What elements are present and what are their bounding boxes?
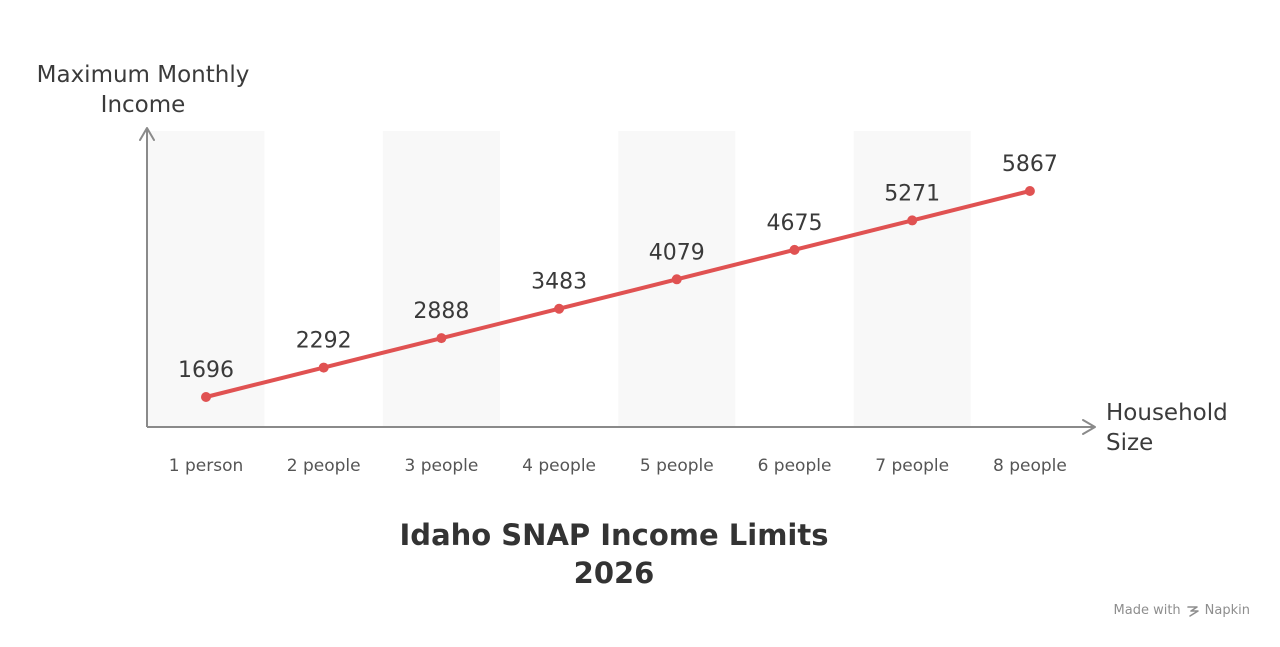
x-tick-label: 5 people xyxy=(640,456,714,476)
axes xyxy=(139,127,1096,435)
data-labels: 1696 2292 2888 3483 4079 4675 5271 5867 xyxy=(178,152,1058,383)
data-label: 5271 xyxy=(884,181,940,206)
credit-brand: Napkin xyxy=(1204,603,1250,618)
data-label: 2292 xyxy=(296,329,352,354)
data-point xyxy=(436,333,447,344)
made-with-credit[interactable]: Made with Napkin xyxy=(1114,603,1250,618)
credit-prefix: Made with xyxy=(1113,603,1181,618)
x-tick-label: 6 people xyxy=(758,456,832,476)
data-point xyxy=(554,303,565,314)
data-point xyxy=(201,392,211,402)
data-label: 4079 xyxy=(649,240,705,265)
x-tick-label: 4 people xyxy=(522,456,596,476)
x-tick-label: 2 people xyxy=(287,456,361,476)
data-label: 2888 xyxy=(413,299,469,324)
column-band xyxy=(382,131,500,427)
data-label: 5867 xyxy=(1002,152,1058,177)
data-point xyxy=(1024,186,1035,196)
chart-title-line-2: 2026 xyxy=(573,556,655,590)
data-label: 4675 xyxy=(767,211,823,236)
data-point xyxy=(671,274,682,285)
column-bands xyxy=(147,131,971,427)
data-point xyxy=(318,362,329,373)
napkin-logo-icon xyxy=(1186,605,1199,617)
x-axis-title: Household Size xyxy=(1106,398,1266,458)
series-line xyxy=(204,189,1032,399)
series-group xyxy=(204,189,1032,399)
data-label: 3483 xyxy=(531,270,587,295)
y-axis-title: Maximum Monthly Income xyxy=(28,60,258,120)
data-point xyxy=(789,244,800,255)
y-axis-title-line-1: Maximum Monthly xyxy=(36,62,250,88)
x-tick-label: 1 person xyxy=(169,456,244,476)
data-point xyxy=(907,215,918,226)
data-points xyxy=(201,186,1035,402)
x-tick-label: 8 people xyxy=(993,456,1067,476)
column-band xyxy=(147,131,265,427)
x-axis-title-line-2: Size xyxy=(1106,430,1154,456)
column-band xyxy=(853,131,971,427)
chart-title: Idaho SNAP Income Limits 2026 xyxy=(340,516,888,592)
x-tick-label: 7 people xyxy=(875,456,949,476)
x-tick-labels: 1 person 2 people 3 people 4 people 5 people… xyxy=(169,456,1067,476)
data-label: 1696 xyxy=(178,358,234,383)
x-axis-title-line-1: Household xyxy=(1106,400,1228,426)
y-axis-title-line-2: Income xyxy=(100,92,186,118)
y-axis-arrow-icon xyxy=(139,127,155,141)
x-tick-label: 3 people xyxy=(404,456,478,476)
x-axis-arrow-icon xyxy=(1082,419,1096,435)
chart-title-line-1: Idaho SNAP Income Limits xyxy=(399,518,829,552)
